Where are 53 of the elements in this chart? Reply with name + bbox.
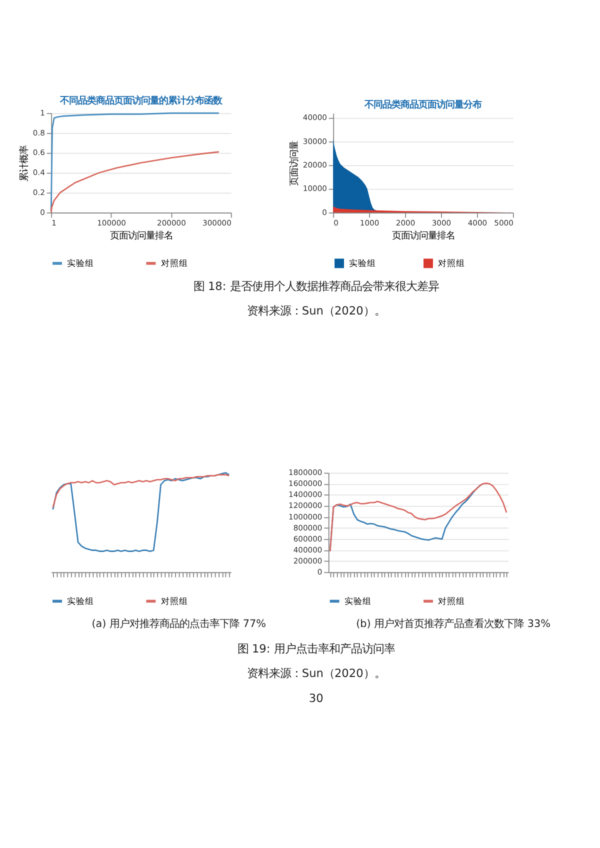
y-tick-label: 1800000 xyxy=(288,468,322,478)
x-axis-title: 页面访问量排名 xyxy=(110,230,173,242)
y-tick-label: 800000 xyxy=(293,523,322,532)
x-tick-label: 1000 xyxy=(360,218,380,228)
x-tick-label: 5000 xyxy=(494,218,514,228)
x-axis-title: 页面访问量排名 xyxy=(392,230,455,242)
y-tick-label: 0.2 xyxy=(32,188,46,197)
x-tick-label: 100000 xyxy=(97,218,126,228)
text: 资料来源：Sun（2020）。 xyxy=(246,666,386,680)
y-tick-label: 1000000 xyxy=(288,512,322,522)
legend-label: 实验组 xyxy=(349,258,376,270)
caption: 图 18: 是否使用个人数据推荐商品会带来很大差异 xyxy=(193,279,439,294)
y-tick-label: 40000 xyxy=(302,113,328,122)
y-tick-label: 0 xyxy=(40,208,46,217)
y-tick-label: 0.4 xyxy=(32,168,46,178)
x-tick-label: 0 xyxy=(334,218,339,228)
legend-label: 对照组 xyxy=(160,258,188,270)
y-axis-title: 累计概率 xyxy=(19,145,30,182)
text: 资料来源：Sun（2020）。 xyxy=(246,304,386,318)
legend-label: 实验组 xyxy=(67,258,94,270)
y-tick-label: 1600000 xyxy=(288,479,322,488)
legend-label: 对照组 xyxy=(438,258,466,270)
y-tick-label: 0 xyxy=(322,208,328,217)
y-axis-title: 页面访问量 xyxy=(289,140,300,186)
chart-title: 不同品类商品页面访问量分布 xyxy=(364,99,482,110)
line-series xyxy=(50,151,220,214)
y-tick-label: 0.8 xyxy=(32,128,46,138)
y-tick-label: 600000 xyxy=(293,534,322,544)
legend-label: 对照组 xyxy=(438,596,466,608)
y-tick-label: 400000 xyxy=(293,545,322,554)
text: (b) 用户对首页推荐产品查看次数下降 33% xyxy=(356,618,551,630)
x-tick-label: 1 xyxy=(52,218,57,228)
x-tick-label: 3000 xyxy=(432,218,452,228)
x-tick-label: 4000 xyxy=(468,218,488,228)
y-tick-label: 10000 xyxy=(302,184,328,194)
legend-label: 实验组 xyxy=(344,596,372,608)
legend-label: 对照组 xyxy=(160,596,188,608)
y-tick-label: 0.6 xyxy=(32,148,46,158)
y-tick-label: 200000 xyxy=(293,556,322,566)
y-tick-label: 20000 xyxy=(302,160,328,170)
text: (a) 用户对推荐商品的点击率下降 77% xyxy=(92,618,266,630)
text: 30 xyxy=(308,690,324,705)
y-tick-label: 1400000 xyxy=(288,490,322,500)
y-tick-label: 30000 xyxy=(302,136,328,146)
x-tick-label: 200000 xyxy=(157,218,186,228)
y-tick-label: 0 xyxy=(317,567,322,576)
chart-title: 不同品类商品页面访问量的累计分布函数 xyxy=(59,96,224,107)
x-tick-label: 2000 xyxy=(396,218,416,228)
y-tick-label: 1 xyxy=(40,108,46,118)
legend-label: 实验组 xyxy=(67,596,94,608)
y-tick-label: 1200000 xyxy=(288,501,322,510)
caption: 图 19: 用户点击率和产品访问率 xyxy=(237,642,395,656)
x-tick-label: 300000 xyxy=(202,218,232,228)
